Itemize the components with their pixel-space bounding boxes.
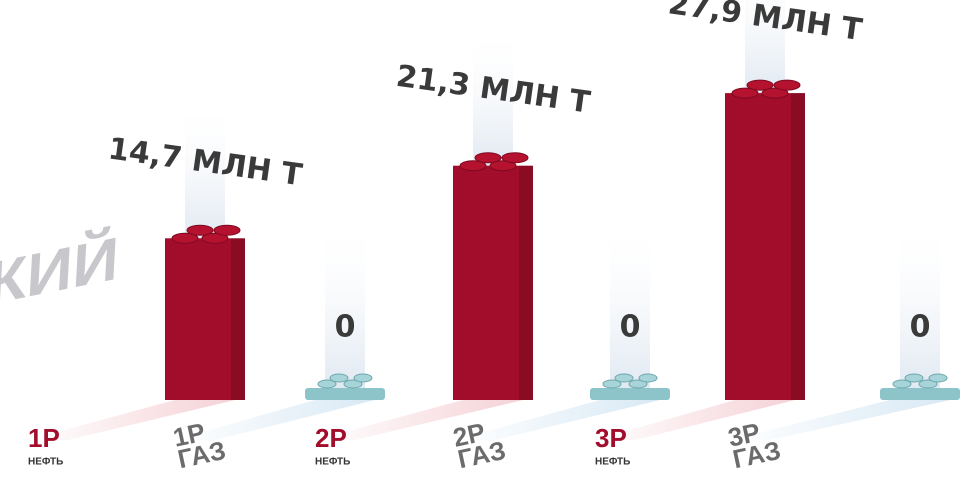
category-code: 3P bbox=[725, 417, 762, 453]
glow-column bbox=[900, 218, 940, 388]
value-label: 0 bbox=[335, 310, 356, 345]
stud bbox=[343, 379, 363, 389]
stud bbox=[928, 373, 948, 383]
stud bbox=[614, 373, 634, 383]
bar-side bbox=[519, 165, 533, 400]
stud bbox=[602, 379, 622, 389]
stud bbox=[317, 379, 337, 389]
stud bbox=[474, 152, 502, 164]
category-code: 3P bbox=[595, 423, 627, 453]
category-label: 1P НЕФТЬ bbox=[28, 423, 63, 468]
category-label: 2P НЕФТЬ bbox=[315, 423, 350, 468]
stud bbox=[628, 379, 648, 389]
floor-stripe bbox=[455, 400, 660, 440]
category-code: 1P bbox=[170, 417, 207, 453]
partial-title: СКИЙ bbox=[0, 224, 121, 328]
glow-column bbox=[185, 98, 225, 239]
stud bbox=[918, 379, 938, 389]
bar bbox=[880, 388, 960, 400]
bar bbox=[725, 93, 805, 400]
stud bbox=[761, 87, 789, 99]
bar bbox=[305, 388, 385, 400]
stud bbox=[638, 373, 658, 383]
stud bbox=[773, 79, 801, 91]
bar-side bbox=[231, 238, 245, 400]
stud bbox=[731, 87, 759, 99]
stud bbox=[746, 79, 774, 91]
stud bbox=[186, 224, 214, 236]
bar bbox=[453, 165, 533, 400]
category-kind: НЕФТЬ bbox=[595, 457, 630, 468]
glow-column bbox=[610, 218, 650, 388]
stud bbox=[489, 160, 517, 172]
stud bbox=[171, 232, 199, 244]
category-label: 3P НЕФТЬ bbox=[595, 423, 630, 468]
category-kind: НЕФТЬ bbox=[315, 457, 350, 468]
glow-column bbox=[325, 218, 365, 388]
glow-column bbox=[745, 0, 785, 94]
stud bbox=[501, 152, 529, 164]
stud bbox=[459, 160, 487, 172]
bar-side bbox=[791, 93, 805, 400]
bar bbox=[165, 238, 245, 400]
stud bbox=[201, 232, 229, 244]
category-code: 1P bbox=[28, 423, 60, 453]
stud bbox=[353, 373, 373, 383]
category-code: 2P bbox=[450, 417, 487, 453]
value-label: 0 bbox=[620, 310, 641, 345]
bar bbox=[590, 388, 670, 400]
stud bbox=[904, 373, 924, 383]
stud bbox=[213, 224, 241, 236]
floor-stripe bbox=[730, 400, 950, 440]
stud bbox=[892, 379, 912, 389]
floor-stripe bbox=[315, 400, 523, 440]
floor-stripe bbox=[595, 400, 795, 440]
floor-stripe bbox=[28, 400, 235, 440]
category-kind: НЕФТЬ bbox=[28, 457, 63, 468]
category-code: 2P bbox=[315, 423, 347, 453]
value-label: 0 bbox=[910, 310, 931, 345]
glow-column bbox=[473, 25, 513, 166]
floor-stripe bbox=[175, 400, 375, 440]
stud bbox=[329, 373, 349, 383]
